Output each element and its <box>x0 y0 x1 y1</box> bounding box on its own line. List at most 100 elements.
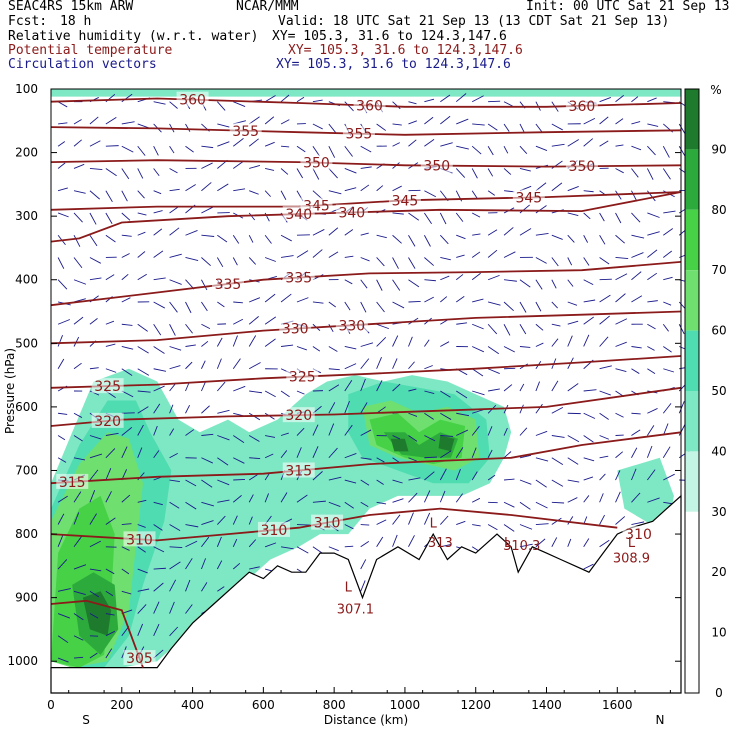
annotation-0: 313 <box>428 536 453 551</box>
annotation-7: L <box>628 536 636 551</box>
wind-vector-607 <box>471 272 481 281</box>
wind-vector-261 <box>217 234 228 243</box>
wind-vector-175 <box>153 524 163 531</box>
wind-vector-110 <box>121 234 132 237</box>
wind-vector-126 <box>121 590 132 595</box>
wind-vector-289 <box>232 335 238 347</box>
wind-vector-134 <box>137 190 145 199</box>
theta-label-355-1: 355 <box>346 127 373 143</box>
theta-label-bg-335-0 <box>211 275 244 291</box>
colorbar-swatch-1 <box>685 149 699 210</box>
wind-vector-340 <box>264 493 270 503</box>
wind-vector-443 <box>344 400 350 414</box>
wind-vector-23 <box>57 613 71 619</box>
theta-label-345-1: 345 <box>392 193 419 209</box>
wind-vector-577 <box>440 544 451 548</box>
wind-vector-34 <box>73 279 87 285</box>
wind-vector-657 <box>503 478 515 481</box>
wind-vector-584 <box>456 234 466 240</box>
y-axis-title: Pressure (hPa) <box>3 348 17 434</box>
theta-label-bg-335-1 <box>282 269 315 285</box>
wind-vector-27 <box>73 119 82 125</box>
wind-vector-540 <box>424 190 437 198</box>
wind-vector-462 <box>360 358 370 370</box>
wind-vector-480 <box>376 257 385 267</box>
wind-vector-42 <box>73 457 86 461</box>
wind-vector-268 <box>217 381 226 392</box>
wind-vector-558 <box>440 115 451 125</box>
wind-vector-845 <box>647 469 656 481</box>
wind-vector-167 <box>153 346 165 354</box>
wind-vector-421 <box>328 384 340 392</box>
wind-vector-372 <box>296 250 309 258</box>
theta-label-bg-320-0 <box>91 412 124 428</box>
wind-vector-572 <box>440 435 454 437</box>
wind-vector-180 <box>153 623 160 636</box>
wind-vector-359 <box>280 432 289 436</box>
wind-vector-297 <box>232 515 238 525</box>
wind-vector-237 <box>201 234 215 237</box>
wind-vector-166 <box>153 323 162 336</box>
wind-vector-176 <box>153 546 165 553</box>
wind-vector-220 <box>185 383 190 392</box>
wind-vector-25 <box>57 657 69 663</box>
wind-vector-864 <box>663 473 675 481</box>
wind-vector-105 <box>121 121 135 125</box>
wind-vector-241 <box>201 323 211 330</box>
wind-vector-520 <box>408 212 420 221</box>
wind-vector-763 <box>583 495 590 503</box>
colorbar-swatch-4 <box>685 330 699 391</box>
wind-vector-415 <box>328 251 339 258</box>
wind-vector-248 <box>201 479 213 488</box>
theta-label-355-0: 355 <box>232 124 259 140</box>
wind-vector-700 <box>535 501 548 509</box>
wind-vector-274 <box>217 515 226 525</box>
wind-vector-288 <box>233 318 244 325</box>
wind-vector-411 <box>328 168 338 179</box>
colorbar-label-0: 0 <box>715 686 723 700</box>
wind-vector-733 <box>567 301 578 306</box>
wind-vector-637 <box>487 474 496 481</box>
wind-vector-390 <box>312 168 320 180</box>
wind-vector-661 <box>519 123 525 133</box>
wind-vector-656 <box>503 451 512 459</box>
wind-vector-239 <box>201 279 208 291</box>
wind-vector-674 <box>519 404 524 414</box>
wind-vector-55 <box>89 168 103 170</box>
wind-vector-328 <box>264 234 272 244</box>
wind-vector-852 <box>663 210 676 214</box>
wind-vector-253 <box>201 582 208 592</box>
wind-vector-79 <box>105 116 117 125</box>
wind-vector-84 <box>105 234 116 243</box>
theta-label-330-1: 330 <box>338 318 365 334</box>
wind-vector-229 <box>185 579 191 592</box>
wind-vector-615 <box>471 447 477 458</box>
wind-vector-22 <box>57 588 71 592</box>
wind-vector-484 <box>376 337 387 347</box>
wind-vector-156 <box>153 101 166 105</box>
wind-vector-454 <box>360 184 370 192</box>
wind-vector-557 <box>440 94 451 103</box>
wind-vector-662 <box>519 145 528 155</box>
header-init: Init: 00 UTC Sat 21 Sep 13 <box>526 0 730 14</box>
wind-vector-863 <box>662 446 671 458</box>
theta-label-bg-320-1 <box>282 407 315 423</box>
wind-vector-650 <box>503 324 511 336</box>
wind-vector-269 <box>217 409 230 414</box>
theta-label-345-2: 345 <box>515 190 542 206</box>
theta-label-bg-345-1 <box>388 192 421 208</box>
wind-vector-86 <box>105 274 115 281</box>
wind-vector-412 <box>328 190 342 195</box>
colorbar-unit: % <box>710 83 721 97</box>
wind-vector-457 <box>360 257 370 262</box>
wind-vector-123 <box>121 523 132 525</box>
theta-label-335-1: 335 <box>285 271 312 287</box>
wind-vector-795 <box>615 257 629 260</box>
wind-vector-378 <box>296 390 305 395</box>
wind-vector-271 <box>217 457 229 466</box>
wind-vector-728 <box>567 185 579 192</box>
wind-vector-50 <box>73 635 84 641</box>
wind-vector-716 <box>551 380 559 392</box>
wind-vector-811 <box>631 168 639 178</box>
wind-vector-444 <box>344 424 353 436</box>
